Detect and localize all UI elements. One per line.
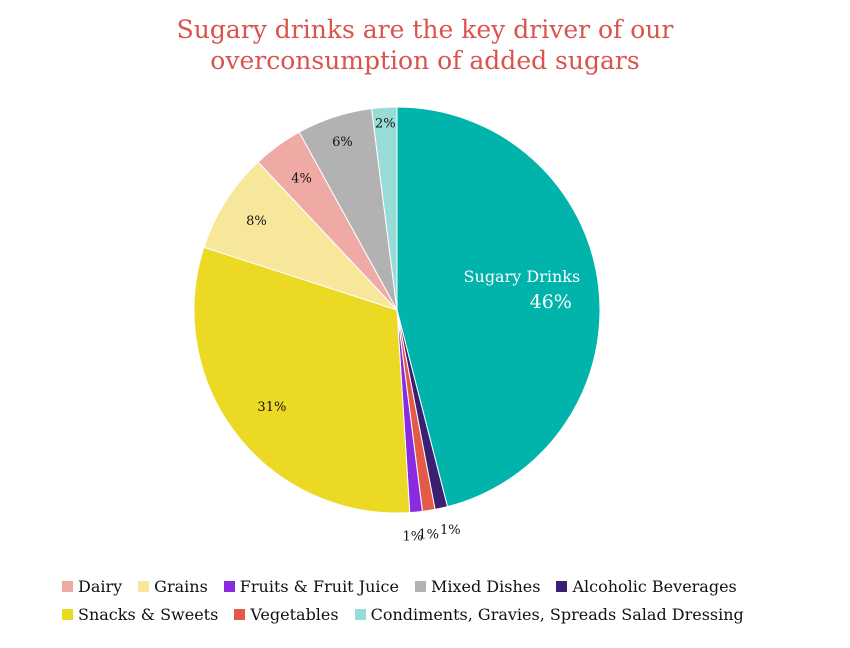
pie-slice-sugary-drinks	[396, 106, 601, 508]
legend-item-dairy: Dairy	[62, 577, 122, 596]
chart-title: Sugary drinks are the key driver of our …	[0, 14, 850, 76]
legend-swatch	[62, 580, 73, 592]
data-label-mixed-dishes: 6%	[332, 135, 353, 150]
legend-swatch	[354, 608, 366, 620]
legend-item-grains: Grains	[138, 577, 208, 596]
data-label-snacks-sweets: 31%	[257, 400, 286, 415]
pie-slice-grains	[203, 161, 398, 311]
data-label-vegetables: 1%	[418, 528, 439, 543]
legend-label: Fruits & Fruit Juice	[239, 576, 399, 596]
chart-title-line-2: overconsumption of added sugars	[210, 46, 640, 75]
legend-swatch	[223, 580, 235, 592]
legend-label: Snacks & Sweets	[78, 604, 219, 624]
data-label-dairy: 4%	[291, 172, 312, 187]
legend-item-fruits-fruit-juice: Fruits & Fruit Juice	[223, 576, 399, 596]
legend-item-vegetables: Vegetables	[234, 604, 339, 624]
data-label-condiments-gravies-spreads-salad-dressing: 2%	[375, 117, 396, 132]
chart-title-line-1: Sugary drinks are the key driver of our	[176, 15, 674, 44]
legend-label: Grains	[154, 576, 208, 596]
legend-label: Alcoholic Beverages	[572, 576, 737, 596]
data-label-fruits-fruit-juice: 1%	[403, 529, 424, 544]
chart-legend: Dairy Grains Fruits & Fruit Juice Mixed Dis…	[62, 572, 822, 628]
legend-label: Vegetables	[250, 604, 339, 624]
legend-label: Dairy	[78, 576, 123, 596]
data-label-alcoholic-beverages: 1%	[440, 523, 461, 538]
legend-item-mixed-dishes: Mixed Dishes	[414, 576, 541, 596]
legend-swatch	[556, 580, 568, 592]
legend-row: Dairy Grains Fruits & Fruit Juice Mixed Dis…	[62, 572, 822, 600]
data-label-grains: 8%	[246, 214, 267, 229]
data-label-sugary-drinks: 46%	[530, 291, 572, 313]
legend-swatch	[138, 580, 150, 592]
legend-swatch	[414, 580, 426, 592]
legend-item-alcoholic-beverages: Alcoholic Beverages	[556, 576, 737, 596]
legend-row: Snacks & Sweets Vegetables Condiments, Gra…	[62, 600, 822, 628]
legend-label: Mixed Dishes	[430, 576, 541, 596]
legend-item-snacks-sweets: Snacks & Sweets	[62, 605, 218, 624]
pie-slice-snacks-sweets	[193, 246, 411, 514]
legend-label: Condiments, Gravies, Spreads Salad Dress…	[370, 604, 744, 624]
pie-slice-condiments-gravies-spreads-salad-dressing	[370, 106, 398, 311]
legend-swatch	[234, 608, 246, 620]
legend-item-condiments-gravies-spreads-salad-dressing: Condiments, Gravies, Spreads Salad Dress…	[354, 604, 744, 624]
legend-swatch	[62, 608, 73, 620]
slice-name-label-sugary-drinks: Sugary Drinks	[464, 267, 581, 286]
